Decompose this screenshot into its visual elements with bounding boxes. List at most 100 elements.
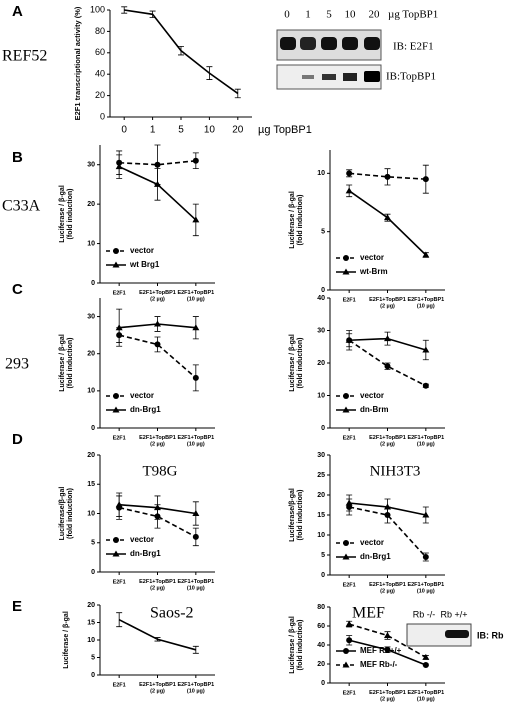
marker <box>384 632 391 638</box>
marker <box>115 163 123 170</box>
error-bar <box>149 10 156 18</box>
legend-label: dn-Brg1 <box>130 405 161 414</box>
legend-label: MEF Rb-/- <box>360 660 398 669</box>
y-axis-label: Luciferase / β-gal <box>63 611 70 669</box>
marker <box>115 501 123 508</box>
y-tick-label: 20 <box>317 360 325 367</box>
y-tick-label: 0 <box>100 111 105 121</box>
y-tick-label: 60 <box>317 623 325 630</box>
series-line <box>118 506 197 538</box>
y-axis-label: Luciferase / β-gal(fold induction) <box>289 334 304 392</box>
marker <box>113 537 119 543</box>
panel-label: E <box>12 598 22 615</box>
legend-label: dn-Brg1 <box>130 549 161 558</box>
y-tick-label: 0 <box>321 287 325 294</box>
blot-band <box>280 37 296 50</box>
marker <box>192 374 199 381</box>
y-tick-label: 20 <box>87 201 95 208</box>
x-tick-label: E2F1 <box>343 690 356 696</box>
blot-row-label: IB:TopBP1 <box>386 71 436 83</box>
y-tick-label: 30 <box>317 327 325 334</box>
y-tick-label: 20 <box>87 602 95 609</box>
marker <box>422 382 429 389</box>
y-tick-label: 0 <box>91 425 95 432</box>
y-tick-label: 0 <box>91 280 95 287</box>
x-tick-label: 1 <box>150 125 156 136</box>
y-tick-label: 5 <box>321 552 325 559</box>
marker <box>345 620 353 627</box>
x-tick-label: E2F1+TopBP1 (10 µg) <box>177 579 214 592</box>
series-line <box>118 618 197 651</box>
blot-row-label: IB: E2F1 <box>393 41 434 53</box>
y-tick-label: 10 <box>87 240 95 247</box>
panel-label: A <box>12 3 23 20</box>
x-tick-label: E2F1+TopBP1 (10 µg) <box>177 435 214 448</box>
blot-band <box>364 71 380 82</box>
y-tick-label: 80 <box>95 26 105 36</box>
lane-unit: µg TopBP1 <box>388 9 438 21</box>
legend-label: vector <box>360 253 384 262</box>
y-tick-label: 80 <box>317 604 325 611</box>
panel-label: B <box>12 149 23 166</box>
y-tick-label: 100 <box>90 4 105 14</box>
blot-label: IB: Rb <box>477 630 504 640</box>
lane-label: Rb -/- <box>413 609 436 619</box>
annotation: MEF <box>352 605 385 622</box>
x-tick-label: 0 <box>121 125 127 136</box>
marker <box>154 161 161 168</box>
marker <box>384 503 391 510</box>
x-tick-label: E2F1+TopBP1 (2 µg) <box>139 579 176 592</box>
marker <box>384 173 391 180</box>
x-tick-label: E2F1+TopBP1 (2 µg) <box>369 297 406 310</box>
marker <box>346 637 353 644</box>
marker <box>112 406 120 413</box>
series-line <box>349 172 426 180</box>
y-tick-label: 10 <box>87 637 95 644</box>
y-tick-label: 30 <box>87 313 95 320</box>
marker <box>113 393 119 399</box>
legend-label: vector <box>360 391 384 400</box>
marker <box>346 170 353 177</box>
lane-label: 10 <box>345 9 357 21</box>
x-tick-label: E2F1+TopBP1 (10 µg) <box>177 290 214 303</box>
blot-band <box>300 37 316 50</box>
annotation: NIH3T3 <box>370 463 421 479</box>
y-tick-label: 10 <box>317 170 325 177</box>
marker <box>384 646 391 653</box>
x-tick-label: E2F1 <box>343 582 356 588</box>
y-tick-label: 40 <box>317 295 325 302</box>
y-axis-label: Luciferase / β-gal(fold induction) <box>289 191 304 249</box>
lane-label: 1 <box>305 9 311 21</box>
x-tick-label: E2F1 <box>113 435 126 441</box>
y-tick-label: 10 <box>87 510 95 517</box>
x-tick-label: E2F1+TopBP1 (10 µg) <box>407 582 444 595</box>
y-tick-label: 10 <box>317 532 325 539</box>
y-tick-label: 5 <box>321 229 325 236</box>
x-tick-label: 5 <box>178 125 184 136</box>
y-tick-label: 0 <box>91 672 95 679</box>
y-tick-label: 20 <box>87 351 95 358</box>
blot-band <box>445 630 469 638</box>
error-bar <box>206 66 213 80</box>
blot-band <box>342 37 358 50</box>
marker <box>112 261 120 268</box>
marker <box>422 251 430 258</box>
marker <box>345 336 353 343</box>
marker <box>422 511 430 518</box>
blot-e: Rb -/- Rb +/+ IB: Rb <box>406 609 504 647</box>
cell-line: 293 <box>5 356 29 373</box>
blot-frame <box>406 623 472 647</box>
y-tick-label: 20 <box>317 661 325 668</box>
lane-label: 20 <box>369 9 381 21</box>
y-tick-label: 20 <box>87 452 95 459</box>
marker <box>384 335 391 342</box>
marker <box>342 553 350 560</box>
x-tick-label: E2F1+TopBP1 (2 µg) <box>139 290 176 303</box>
panel-label: D <box>12 431 23 448</box>
y-axis-label: E2F1 transcriptional activity (%) <box>73 6 82 120</box>
y-tick-label: 25 <box>317 472 325 479</box>
x-tick-label: E2F1+TopBP1 (2 µg) <box>369 582 406 595</box>
marker <box>422 346 430 353</box>
series-line <box>118 334 197 379</box>
